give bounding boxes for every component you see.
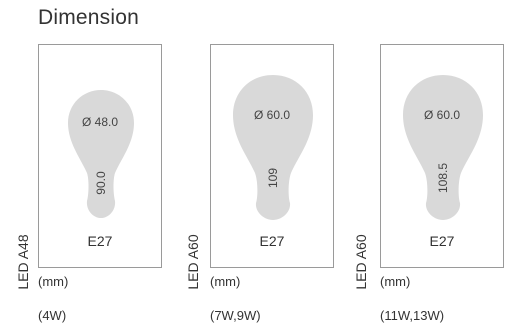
unit-label: (mm) [38,274,69,289]
diameter-label: Ø 60.0 [423,108,461,122]
base-label: E27 [259,233,285,249]
diameter-label: Ø 48.0 [81,115,119,129]
wattage-label: (11W,13W) [380,308,445,323]
bulb-a60-shape [403,75,483,220]
base-label: E27 [87,233,113,249]
bulb-frame: Ø 60.0 108.5 E27 [380,44,504,268]
wattage-label: (7W,9W) [210,308,261,323]
model-label: LED A60 [185,234,201,290]
height-label: 108.5 [436,162,450,194]
bulb-frame: Ø 48.0 90.0 E27 [38,44,162,268]
unit-label: (mm) [210,274,241,289]
bulb-a48-shape [68,90,134,218]
wattage-label: (4W) [38,308,67,323]
bulb-a60-shape [233,75,313,220]
height-label: 90.0 [94,171,108,195]
bulb-panel-a60-1: LED A60 Ø 60.0 109 E27 (mm) (7W,9W) [183,44,345,332]
unit-label: (mm) [380,274,411,289]
model-label: LED A48 [15,234,31,290]
bulb-a60-icon [403,75,483,220]
base-label: E27 [429,233,455,249]
dimension-title: Dimension [38,6,140,29]
bulb-frame: Ø 60.0 109 E27 [210,44,334,268]
diameter-label: Ø 60.0 [253,108,291,122]
bulb-a48-icon [68,90,134,218]
bulb-panel-a60-2: LED A60 Ø 60.0 108.5 E27 (mm) (11W,13W) [351,44,507,332]
model-label: LED A60 [353,234,369,290]
bulb-a60-icon [233,75,313,220]
bulb-panel-a48: LED A48 Ø 48.0 90.0 E27 (mm) (4W) [13,44,175,332]
height-label: 109 [266,167,280,189]
